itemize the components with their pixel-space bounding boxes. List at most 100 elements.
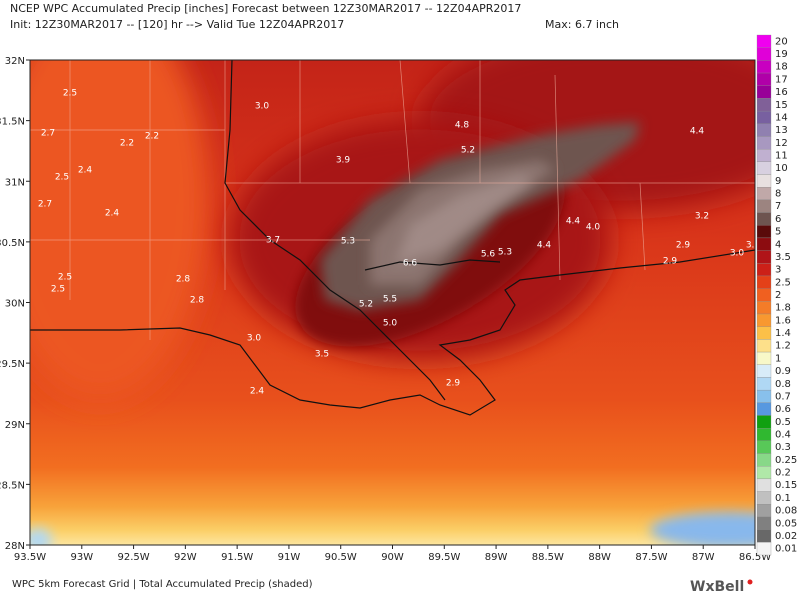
colorbar-label: 15 [775, 100, 788, 111]
colorbar-swatch [756, 339, 772, 353]
map-value-label: 2.9 [663, 257, 678, 267]
map-value-label: 3.0 [730, 249, 745, 259]
lon-label: 86.5W [739, 552, 771, 563]
map-value-label: 2.4 [105, 209, 120, 219]
map-value-label: 2.9 [446, 379, 461, 389]
colorbar-swatch [756, 161, 772, 175]
colorbar-label: 0.01 [775, 544, 797, 555]
colorbar-label: 1.4 [775, 328, 791, 339]
colorbar-swatch [756, 98, 772, 112]
map-value-label: 3.0 [247, 334, 262, 344]
map-value-label: 4.8 [455, 121, 470, 131]
colorbar-label: 1.2 [775, 341, 791, 352]
colorbar-label: 6 [775, 214, 781, 225]
lat-label: 29.5N [0, 359, 25, 370]
footer-caption: WPC 5km Forecast Grid | Total Accumulate… [12, 579, 313, 590]
map-value-label: 5.5 [383, 295, 397, 305]
map-value-label: 5.2 [461, 146, 475, 156]
colorbar-swatch [756, 516, 772, 530]
colorbar-label: 12 [775, 138, 788, 149]
colorbar-swatch [756, 377, 772, 391]
map-value-label: 3.9 [336, 156, 351, 166]
lat-label: 32N [5, 56, 25, 67]
map-value-label: 5.6 [481, 250, 496, 260]
colorbar-label: 14 [775, 112, 788, 123]
lon-label: 92.5W [117, 552, 149, 563]
colorbar-label: 0.08 [775, 506, 797, 517]
colorbar-swatch [756, 529, 772, 543]
colorbar-label: 0.2 [775, 468, 791, 479]
colorbar-label: 0.02 [775, 531, 797, 542]
map-value-label: 4.4 [566, 217, 581, 227]
colorbar-swatch [756, 466, 772, 480]
colorbar-swatch [756, 136, 772, 150]
colorbar-label: 1.6 [775, 315, 791, 326]
colorbar-swatch [756, 275, 772, 289]
colorbar-swatch [756, 47, 772, 61]
map-value-label: 5.0 [383, 319, 398, 329]
lat-label: 30.5N [0, 238, 25, 249]
footer-logo: WxBell [690, 579, 744, 595]
colorbar-label: 0.1 [775, 493, 791, 504]
lon-label: 91W [278, 552, 301, 563]
lon-label: 93W [70, 552, 93, 563]
map-value-label: 2.4 [250, 387, 265, 397]
colorbar-swatch [756, 225, 772, 239]
colorbar-swatch [756, 364, 772, 378]
header-max: Max: 6.7 inch [545, 18, 619, 31]
lon-label: 88.5W [532, 552, 564, 563]
lon-label: 90W [381, 552, 404, 563]
colorbar-swatch [756, 34, 772, 48]
lat-label: 28.5N [0, 480, 25, 491]
colorbar-label: 13 [775, 125, 788, 136]
colorbar-swatch [756, 389, 772, 403]
lon-label: 89W [485, 552, 508, 563]
colorbar-label: 10 [775, 163, 788, 174]
colorbar-swatch [756, 174, 772, 188]
lat-label: 31.5N [0, 117, 25, 128]
colorbar-swatch [756, 326, 772, 340]
map-value-label: 5.3 [498, 248, 512, 258]
colorbar-swatch [756, 187, 772, 201]
colorbar-label: 3.5 [775, 252, 791, 263]
lon-label: 89.5W [428, 552, 460, 563]
lon-label: 91.5W [221, 552, 253, 563]
header-line1: NCEP WPC Accumulated Precip [inches] For… [10, 2, 521, 15]
colorbar-label: 0.9 [775, 366, 791, 377]
colorbar-label: 3 [775, 265, 781, 276]
colorbar-label: 0.3 [775, 442, 791, 453]
colorbar-swatch [756, 72, 772, 86]
map-value-label: 2.2 [145, 132, 159, 142]
colorbar-swatch [756, 542, 772, 556]
map-value-label: 2.2 [120, 139, 134, 149]
colorbar-swatch [756, 440, 772, 454]
colorbar-label: 0.8 [775, 379, 791, 390]
colorbar-swatch [756, 313, 772, 327]
map-value-label: 4.4 [690, 127, 705, 137]
lat-label: 29N [5, 420, 25, 431]
map-value-label: 2.8 [190, 296, 205, 306]
lon-label: 88W [588, 552, 611, 563]
lon-label: 87.5W [635, 552, 667, 563]
map-value-label: 2.5 [63, 89, 77, 99]
map-value-label: 2.5 [55, 173, 69, 183]
colorbar-label: 2 [775, 290, 781, 301]
colorbar-swatch [756, 110, 772, 124]
colorbar-label: 17 [775, 74, 788, 85]
colorbar-label: 4 [775, 239, 781, 250]
colorbar-swatch [756, 491, 772, 505]
colorbar-swatch [756, 428, 772, 442]
colorbar-label: 0.25 [775, 455, 797, 466]
lat-label: 30N [5, 299, 25, 310]
map-value-label: 3.0 [255, 102, 270, 112]
colorbar-swatch [756, 199, 772, 213]
map-value-label: 4.4 [537, 241, 552, 251]
colorbar-label: 11 [775, 150, 788, 161]
logo-dot [747, 579, 753, 585]
map-value-label: 5.2 [359, 300, 373, 310]
colorbar-swatch [756, 402, 772, 416]
map-value-label: 2.5 [51, 285, 65, 295]
lon-label: 87W [692, 552, 715, 563]
colorbar-swatch [756, 148, 772, 162]
